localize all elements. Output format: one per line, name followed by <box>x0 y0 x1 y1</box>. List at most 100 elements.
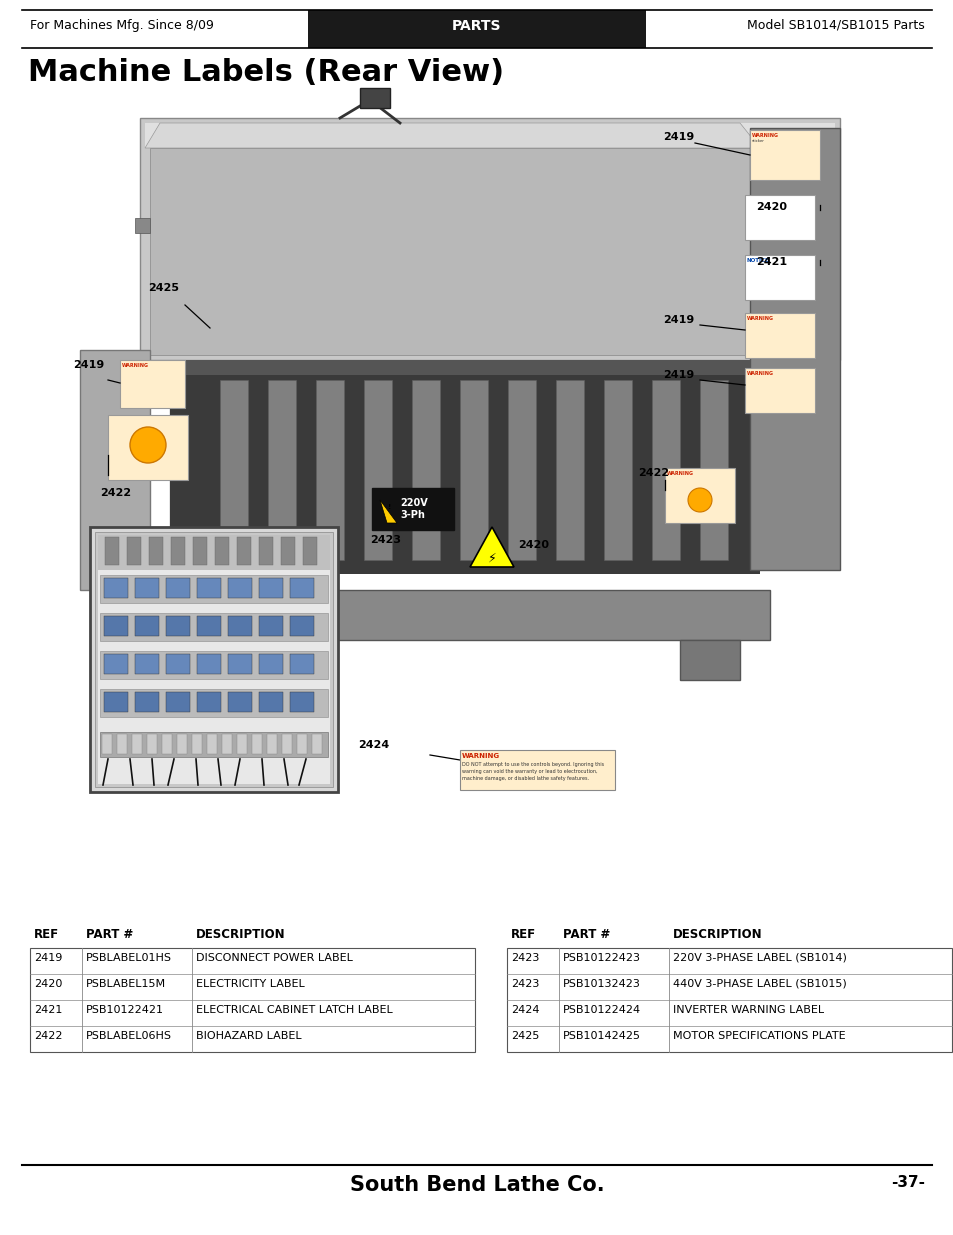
Bar <box>100 613 328 641</box>
Text: 220V 3-PHASE LABEL (SB1014): 220V 3-PHASE LABEL (SB1014) <box>672 953 846 963</box>
Bar <box>127 537 141 564</box>
Text: Machine Labels (Rear View): Machine Labels (Rear View) <box>28 58 503 86</box>
Bar <box>207 734 216 755</box>
Bar <box>200 640 260 680</box>
Text: WARNING: WARNING <box>751 133 779 138</box>
Text: 2425: 2425 <box>511 1031 538 1041</box>
Bar <box>258 616 283 636</box>
Bar <box>315 380 344 559</box>
Bar <box>120 359 185 408</box>
Text: PSBLABEL06HS: PSBLABEL06HS <box>86 1031 172 1041</box>
Bar <box>196 578 221 598</box>
Bar <box>135 219 150 233</box>
Text: 2424: 2424 <box>357 740 389 750</box>
Bar <box>506 948 951 1052</box>
Text: 2420: 2420 <box>755 203 786 212</box>
Bar <box>100 732 328 757</box>
Text: Model SB1014/SB1015 Parts: Model SB1014/SB1015 Parts <box>746 19 924 32</box>
Text: 2419: 2419 <box>34 953 62 963</box>
Bar <box>749 128 840 571</box>
Text: WARNING: WARNING <box>746 370 773 375</box>
Bar <box>80 350 150 590</box>
Text: PSBLABEL01HS: PSBLABEL01HS <box>86 953 172 963</box>
Bar <box>196 692 221 713</box>
Bar <box>744 254 814 300</box>
Bar <box>98 535 330 571</box>
Text: 2420: 2420 <box>34 979 62 989</box>
Bar <box>166 692 190 713</box>
Bar <box>603 380 631 559</box>
Bar <box>282 734 292 755</box>
Bar <box>749 130 820 180</box>
Bar <box>104 692 128 713</box>
Text: -37-: -37- <box>890 1174 924 1191</box>
Bar <box>290 692 314 713</box>
Bar <box>170 374 760 574</box>
Bar <box>149 537 163 564</box>
Text: PSBLABEL15M: PSBLABEL15M <box>86 979 166 989</box>
Bar <box>459 750 615 790</box>
Text: WARNING: WARNING <box>461 753 499 760</box>
Text: 2423: 2423 <box>511 953 538 963</box>
Text: 440V 3-PHASE LABEL (SB1015): 440V 3-PHASE LABEL (SB1015) <box>672 979 846 989</box>
Bar <box>104 616 128 636</box>
Circle shape <box>130 427 166 463</box>
Bar <box>105 537 119 564</box>
Bar <box>364 380 392 559</box>
Text: REF: REF <box>34 927 59 941</box>
Text: 2419: 2419 <box>662 132 694 142</box>
Text: WARNING: WARNING <box>122 363 149 368</box>
Text: DISCONNECT POWER LABEL: DISCONNECT POWER LABEL <box>195 953 353 963</box>
Bar <box>679 640 740 680</box>
Bar <box>412 380 439 559</box>
Text: 3-Ph: 3-Ph <box>399 510 424 520</box>
Bar <box>290 616 314 636</box>
Text: PSB10122421: PSB10122421 <box>86 1005 164 1015</box>
Bar <box>228 655 252 674</box>
Bar <box>166 655 190 674</box>
Text: 2423: 2423 <box>370 535 400 545</box>
Text: 2425: 2425 <box>148 283 179 293</box>
Circle shape <box>687 488 711 513</box>
Bar <box>140 359 840 375</box>
Bar <box>303 537 316 564</box>
Bar <box>192 734 202 755</box>
Bar <box>196 655 221 674</box>
Bar <box>100 651 328 679</box>
Bar <box>228 578 252 598</box>
Text: ELECTRICITY LABEL: ELECTRICITY LABEL <box>195 979 304 989</box>
Polygon shape <box>145 124 760 148</box>
Text: DESCRIPTION: DESCRIPTION <box>672 927 761 941</box>
Text: PARTS: PARTS <box>452 19 501 33</box>
Text: WARNING: WARNING <box>746 316 773 321</box>
Bar <box>135 692 159 713</box>
Bar <box>170 375 789 564</box>
Bar <box>258 692 283 713</box>
Text: 2422: 2422 <box>638 468 668 478</box>
Bar <box>744 195 814 240</box>
Bar <box>166 578 190 598</box>
Bar <box>651 380 679 559</box>
Bar <box>664 468 734 522</box>
Text: 2420: 2420 <box>517 540 548 550</box>
Text: 2421: 2421 <box>755 257 786 267</box>
Bar <box>95 532 333 787</box>
Text: PSB10122423: PSB10122423 <box>562 953 640 963</box>
Bar <box>459 380 488 559</box>
Text: PSB10122424: PSB10122424 <box>562 1005 640 1015</box>
Text: PART #: PART # <box>86 927 133 941</box>
Text: MOTOR SPECIFICATIONS PLATE: MOTOR SPECIFICATIONS PLATE <box>672 1031 844 1041</box>
Text: South Bend Lathe Co.: South Bend Lathe Co. <box>350 1174 603 1195</box>
Text: DESCRIPTION: DESCRIPTION <box>195 927 285 941</box>
Bar <box>290 655 314 674</box>
Bar <box>228 616 252 636</box>
Bar <box>104 578 128 598</box>
Text: 220V: 220V <box>399 498 427 508</box>
Bar <box>556 380 583 559</box>
Bar <box>700 380 727 559</box>
Bar <box>135 578 159 598</box>
Bar <box>236 537 251 564</box>
Bar <box>236 734 247 755</box>
Bar <box>135 655 159 674</box>
Bar <box>140 119 840 359</box>
